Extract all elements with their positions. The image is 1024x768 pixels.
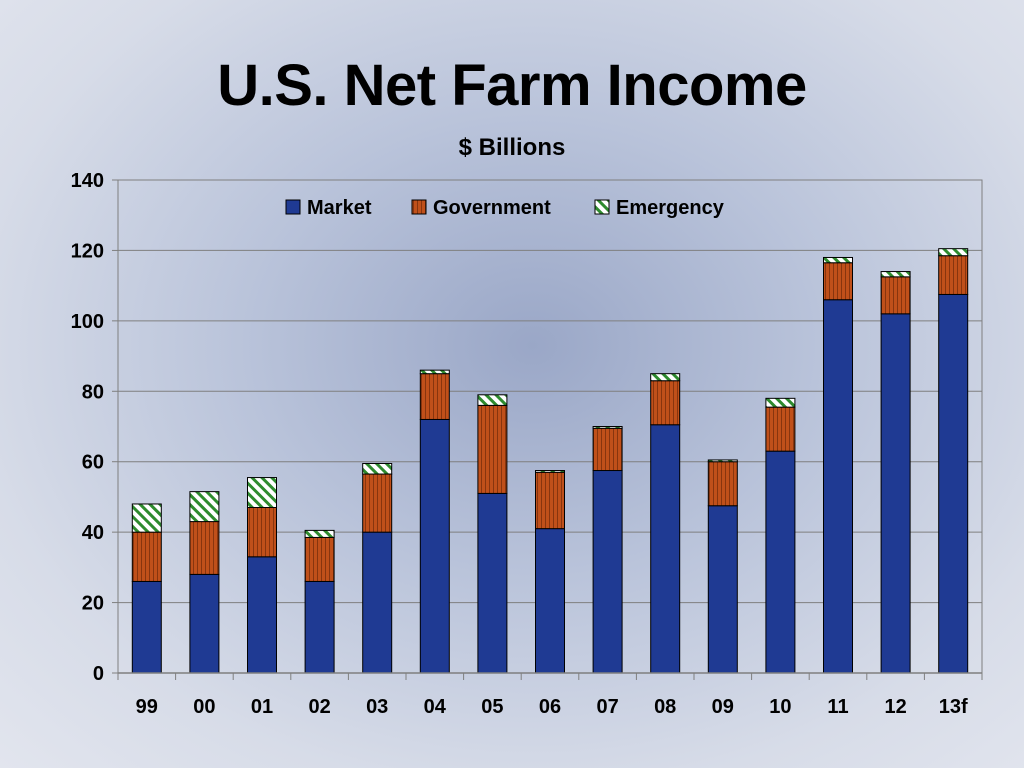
bar-market-09 bbox=[707, 505, 738, 674]
legend-swatch-market bbox=[285, 199, 301, 215]
bar-market-01 bbox=[247, 556, 277, 674]
x-tick-label: 01 bbox=[251, 696, 273, 718]
bar-emergency-12 bbox=[880, 271, 911, 278]
bar-government-03 bbox=[362, 473, 393, 533]
bar-government-04 bbox=[419, 373, 450, 420]
bar-market-99 bbox=[131, 580, 162, 674]
chart-subtitle: $ Billions bbox=[458, 134, 566, 161]
bar-government-10 bbox=[765, 406, 796, 452]
bar-emergency-04 bbox=[419, 369, 450, 375]
y-tick-label: 40 bbox=[82, 522, 104, 544]
legend-label-emergency: Emergency bbox=[616, 197, 725, 219]
bar-emergency-02 bbox=[304, 529, 335, 538]
bar-emergency-06 bbox=[535, 470, 565, 473]
bar-government-01 bbox=[247, 506, 277, 558]
x-tick-label: 07 bbox=[596, 696, 618, 718]
bar-emergency-10 bbox=[765, 397, 796, 408]
bar-government-99 bbox=[131, 531, 162, 582]
bar-market-05 bbox=[477, 492, 508, 674]
bar-government-11 bbox=[823, 262, 853, 301]
bar-market-08 bbox=[650, 424, 681, 674]
x-tick-label: 12 bbox=[884, 696, 906, 718]
bar-government-13f bbox=[938, 255, 969, 295]
y-tick-label: 100 bbox=[71, 311, 104, 333]
legend-swatch-government bbox=[411, 199, 427, 215]
bar-emergency-99 bbox=[131, 503, 162, 533]
bar-government-07 bbox=[592, 427, 623, 472]
bar-market-06 bbox=[535, 528, 565, 674]
legend-swatch-emergency bbox=[594, 199, 610, 215]
bar-government-06 bbox=[535, 471, 565, 530]
x-tick-label: 11 bbox=[827, 696, 848, 718]
y-tick-label: 80 bbox=[82, 381, 104, 403]
x-tick-label: 04 bbox=[424, 696, 447, 718]
y-tick-label: 20 bbox=[82, 593, 104, 615]
y-tick-label: 0 bbox=[93, 663, 104, 685]
bar-market-07 bbox=[592, 470, 623, 674]
chart-title: U.S. Net Farm Income bbox=[217, 53, 807, 118]
bar-market-03 bbox=[362, 531, 393, 674]
x-tick-label: 10 bbox=[769, 696, 791, 718]
x-tick-label: 03 bbox=[366, 696, 388, 718]
x-tick-label: 08 bbox=[654, 696, 676, 718]
bar-market-04 bbox=[419, 418, 450, 674]
legend-label-market: Market bbox=[307, 197, 372, 219]
x-tick-label: 06 bbox=[539, 696, 561, 718]
y-tick-label: 120 bbox=[71, 240, 104, 262]
bar-emergency-05 bbox=[477, 394, 508, 406]
bar-government-00 bbox=[189, 521, 220, 575]
x-tick-label: 99 bbox=[136, 696, 158, 718]
bar-emergency-08 bbox=[650, 373, 681, 382]
bar-market-10 bbox=[765, 450, 796, 674]
x-tick-label: 09 bbox=[712, 696, 734, 718]
bar-market-11 bbox=[823, 299, 853, 674]
y-tick-label: 140 bbox=[71, 170, 104, 192]
bar-emergency-09 bbox=[707, 459, 738, 463]
bar-government-08 bbox=[650, 380, 681, 426]
bar-emergency-07 bbox=[592, 426, 623, 429]
bar-government-02 bbox=[304, 536, 335, 582]
bar-market-12 bbox=[880, 313, 911, 674]
legend-label-government: Government bbox=[433, 197, 551, 219]
x-tick-label: 00 bbox=[193, 696, 215, 718]
bar-government-05 bbox=[477, 404, 508, 494]
bar-emergency-13f bbox=[938, 248, 969, 257]
bar-emergency-01 bbox=[247, 477, 277, 508]
bar-emergency-03 bbox=[362, 462, 393, 475]
bar-market-02 bbox=[304, 580, 335, 674]
x-tick-label: 02 bbox=[308, 696, 330, 718]
x-tick-label: 05 bbox=[481, 696, 503, 718]
bar-government-12 bbox=[880, 276, 911, 315]
y-tick-label: 60 bbox=[82, 452, 104, 474]
bar-emergency-11 bbox=[823, 256, 853, 264]
bar-market-00 bbox=[189, 573, 220, 674]
bar-government-09 bbox=[707, 461, 738, 507]
bar-emergency-00 bbox=[189, 491, 220, 523]
x-tick-label: 13f bbox=[939, 696, 968, 718]
bar-market-13f bbox=[938, 293, 969, 674]
